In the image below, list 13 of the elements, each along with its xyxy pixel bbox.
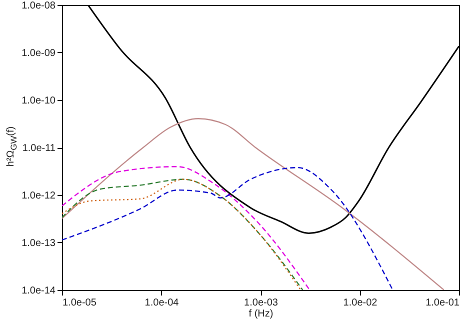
y-tick-label: 1.0e-12	[22, 190, 56, 202]
x-tick-label: 1.0e-02	[343, 298, 378, 308]
y-tick-label: 1.0e-08	[22, 0, 56, 12]
y-tick-label: 1.0e-13	[22, 238, 56, 249]
y-tick-label: 1.0e-09	[22, 48, 56, 59]
x-tick-label: 1.0e-01	[426, 298, 460, 308]
y-tick-label: 1.0e-11	[22, 143, 56, 154]
x-tick-label: 1.0e-05	[62, 298, 97, 308]
x-tick-label: 1.0e-03	[244, 298, 278, 308]
x-tick-label: 1.0e-04	[144, 298, 180, 308]
x-axis-title: f (Hz)	[248, 308, 274, 320]
y-tick-label: 1.0e-14	[22, 286, 56, 296]
y-tick-label: 1.0e-10	[22, 96, 56, 106]
